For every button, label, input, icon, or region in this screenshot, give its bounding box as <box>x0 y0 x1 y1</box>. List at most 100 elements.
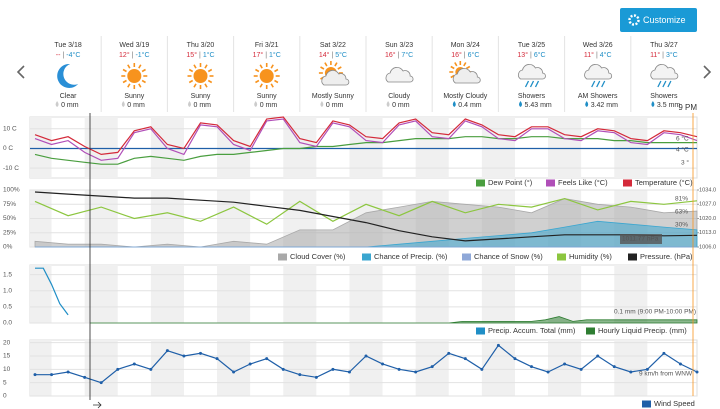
temp-sep: | <box>331 52 333 59</box>
legend-label: Chance of Snow (%) <box>474 252 543 261</box>
button-label[interactable]: Customize <box>643 15 686 25</box>
wind-point <box>430 365 434 369</box>
temp-low: -1°C <box>135 51 149 59</box>
annotation: 3 ° <box>681 159 689 167</box>
weather-icon <box>318 61 350 86</box>
day-condition: Cloudy <box>388 93 410 100</box>
rain-drop <box>524 80 530 88</box>
wind-point <box>83 375 87 379</box>
wind-point <box>66 370 70 374</box>
legend-label: Humidity (%) <box>569 252 612 261</box>
wind-point <box>149 367 153 371</box>
day-date: Sun 3/23 <box>385 42 413 49</box>
line <box>34 116 698 156</box>
sun-ray <box>454 62 458 67</box>
y-tick-label: 5 <box>3 379 7 386</box>
temp-low: 6°C <box>468 51 480 59</box>
night-band <box>30 340 52 396</box>
temp-sep: | <box>62 52 64 59</box>
temp-high: 12° <box>119 51 130 59</box>
area <box>90 316 698 324</box>
day-condition: Mostly Sunny <box>312 93 355 100</box>
drop-icon <box>386 101 390 107</box>
line <box>34 136 697 165</box>
wind-point <box>215 357 219 361</box>
legend-swatch <box>546 179 555 187</box>
night-band <box>283 340 317 396</box>
scroll-arrow <box>93 401 102 409</box>
sun-ray <box>255 68 260 73</box>
wind-point <box>530 365 533 369</box>
wind-point <box>480 367 484 371</box>
wind-point <box>298 373 302 377</box>
temp-high: 14° <box>319 51 330 59</box>
sun-ray <box>207 68 213 73</box>
day-condition: Mostly Cloudy <box>443 93 487 100</box>
day-temps: 13° | 6°C <box>517 51 545 59</box>
night-band <box>217 340 251 396</box>
weather-icon <box>121 63 148 89</box>
temp-high: 13° <box>517 51 528 59</box>
prev-arrow[interactable] <box>16 65 25 79</box>
cloud <box>385 67 414 83</box>
sun-ray <box>138 83 142 88</box>
legend-label: Hourly Liquid Precip. (mm) <box>598 326 687 335</box>
drop-icon <box>121 101 125 107</box>
wind-point <box>447 351 451 355</box>
sun-ray <box>207 79 213 84</box>
next-arrow[interactable] <box>703 65 712 79</box>
sun-ray <box>141 68 146 73</box>
sun-ray <box>188 79 194 84</box>
cloud <box>584 64 613 80</box>
day-date: Tue 3/18 <box>54 42 81 49</box>
day-temps: 14° | 5°C <box>319 51 347 59</box>
customize-button[interactable] <box>620 8 697 32</box>
temp-low: 1°C <box>203 51 215 59</box>
temp-low: 6°C <box>534 51 546 59</box>
cloud <box>452 68 481 84</box>
sun-ray <box>193 83 197 88</box>
day-precip: 3.42 mm <box>591 102 618 109</box>
sun-ray <box>274 68 279 73</box>
night-band <box>415 265 449 323</box>
y2-tick-label: 1020.0 <box>699 216 716 222</box>
y-tick-label: 0.5 <box>3 304 12 311</box>
y2-tick-label: 1013.0 <box>699 230 716 236</box>
cloud <box>321 70 350 86</box>
drop-icon <box>452 101 456 107</box>
weather-icon <box>57 63 79 88</box>
day-date: Sat 3/22 <box>320 42 346 49</box>
day-temps: 11° | 3°C <box>650 51 678 59</box>
drop-icon <box>188 101 191 107</box>
y-tick-label: 0 C <box>3 145 13 152</box>
legend-swatch <box>362 253 371 261</box>
cloud <box>517 64 546 80</box>
weather-icon <box>517 64 546 88</box>
temp-low: 3°C <box>666 51 678 59</box>
wind-point <box>563 362 567 366</box>
day-precip: 0 mm <box>326 102 344 109</box>
night-band <box>349 340 383 396</box>
temp-high: 15° <box>186 51 197 59</box>
legend-swatch <box>628 253 637 261</box>
annotation: 1011.77 hPa <box>622 236 659 243</box>
day-date: Mon 3/24 <box>451 42 480 49</box>
annotation-bg <box>620 234 662 244</box>
legend-swatch <box>642 400 651 408</box>
temp-sep: | <box>662 52 664 59</box>
night-band <box>30 265 52 323</box>
y-tick-label: 20 <box>3 339 11 346</box>
sun-ray <box>127 64 131 69</box>
day-condition: Showers <box>650 93 678 100</box>
wind-point <box>645 367 649 371</box>
sun-ray <box>450 74 455 79</box>
temp-sep: | <box>464 52 466 59</box>
rain-drop <box>657 80 662 88</box>
day-condition: Sunny <box>191 93 211 100</box>
legend-label: Temperature (°C) <box>635 178 693 187</box>
y-tick-label: 1.0 <box>3 287 12 294</box>
sun <box>127 69 142 83</box>
wind-point <box>265 357 269 361</box>
